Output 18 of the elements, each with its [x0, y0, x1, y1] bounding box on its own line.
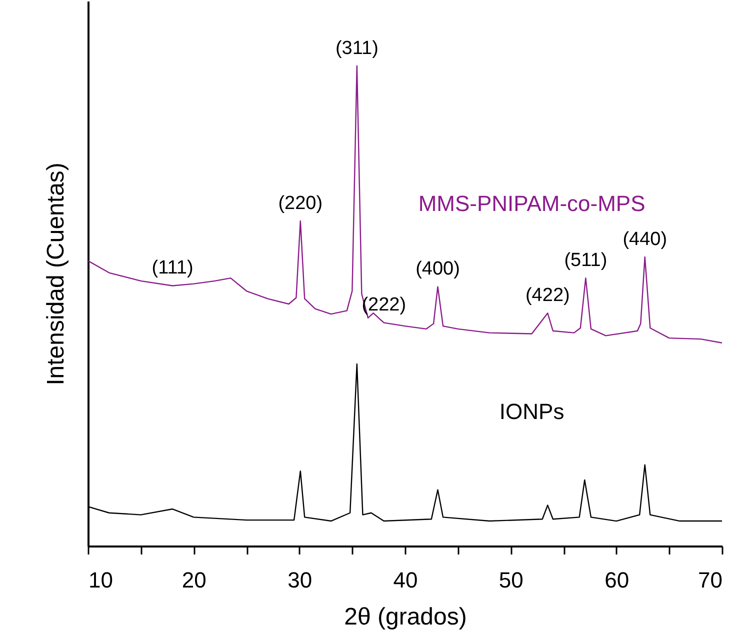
annotation: (440) — [622, 228, 668, 250]
y-axis-title: Intensidad (Cuentas) — [42, 162, 70, 386]
annotation: (111) — [152, 258, 194, 279]
annotation: (422) — [525, 285, 570, 306]
series-label: MMS-PNIPAM-co-MPS — [418, 191, 646, 216]
x-tick-label: 30 — [288, 568, 312, 592]
annotation: (511) — [564, 250, 608, 272]
x-axis-title: 2θ (grados) — [344, 604, 467, 630]
annotation: (400) — [416, 258, 460, 280]
x-tick-label: 60 — [604, 568, 630, 592]
annotation: (220) — [278, 192, 323, 214]
x-tick-label: 40 — [393, 568, 418, 592]
annotation: (311) — [335, 38, 378, 59]
x-tick-label: 20 — [182, 568, 206, 592]
x-tick-label: 70 — [698, 568, 722, 592]
x-tick-label: 50 — [498, 568, 524, 592]
x-tick-label: 10 — [88, 568, 113, 592]
text: IONPs — [499, 399, 564, 424]
